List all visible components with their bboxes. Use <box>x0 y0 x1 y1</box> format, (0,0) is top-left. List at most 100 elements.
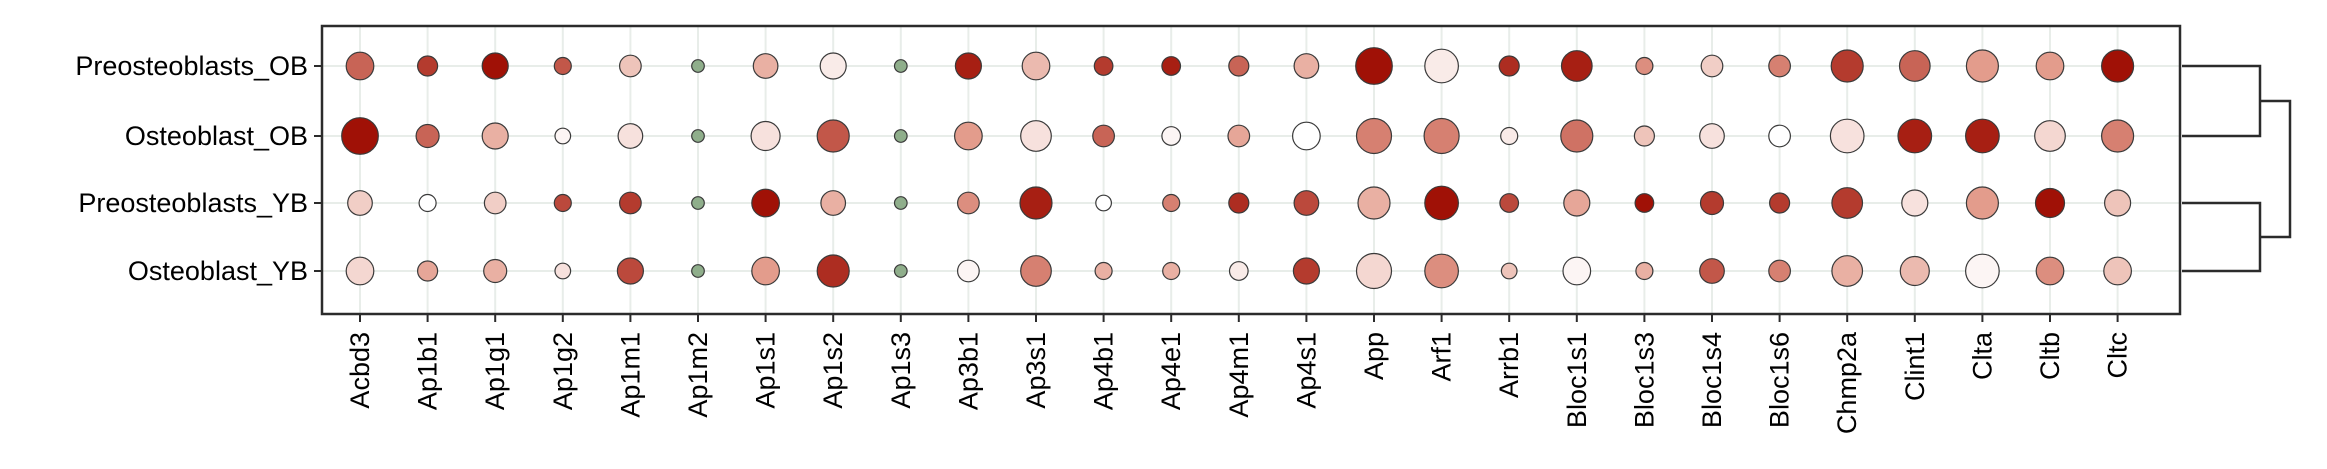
dot-preosteoblasts_ob-bloc1s6 <box>1768 54 1791 78</box>
row-label: Osteoblast_OB <box>125 121 308 151</box>
dot-osteoblast_yb-ap3s1 <box>1020 255 1052 287</box>
dot-osteoblast_yb-ap1m1 <box>616 257 645 285</box>
dot-osteoblast_ob-ap1m2 <box>691 129 705 143</box>
dot-preosteoblasts_ob-arf1 <box>1424 48 1459 84</box>
column-label: Chmp2a <box>1832 331 1862 434</box>
dot-osteoblast_ob-ap1s1 <box>750 120 781 152</box>
column-label: Clint1 <box>1900 332 1930 401</box>
column-label: Bloc1s3 <box>1629 332 1659 428</box>
dot-osteoblast_ob-ap1b1 <box>415 123 440 149</box>
column-label: Arrb1 <box>1494 332 1524 398</box>
dot-preosteoblasts_ob-clta <box>1965 49 2000 83</box>
column-label: Cltb <box>2035 332 2065 380</box>
dot-preosteoblasts_ob-ap1s2 <box>819 52 847 80</box>
column-label: Clta <box>1967 331 1997 380</box>
dot-preosteoblasts_ob-clint1 <box>1898 50 1931 82</box>
column-label: Bloc1s1 <box>1562 332 1592 428</box>
dot-osteoblast_ob-cltb <box>2034 120 2066 152</box>
dendrogram-branch <box>2182 201 2262 273</box>
dot-osteoblast_ob-bloc1s4 <box>1699 123 1725 149</box>
column-label: Cltc <box>2103 332 2133 379</box>
dot-preosteoblasts_yb-ap1s2 <box>820 190 847 216</box>
dot-osteoblast_yb-app <box>1355 252 1393 290</box>
dot-osteoblast_yb-ap1s3 <box>893 264 908 278</box>
column-label: Ap4m1 <box>1224 332 1254 418</box>
dot-preosteoblasts_ob-ap1m2 <box>691 59 705 73</box>
dot-preosteoblasts_ob-ap1g2 <box>553 56 572 76</box>
column-label: Ap1s1 <box>751 332 781 409</box>
dot-osteoblast_yb-arrb1 <box>1500 262 1518 280</box>
dot-preosteoblasts_yb-bloc1s1 <box>1563 189 1591 217</box>
column-label: Ap4b1 <box>1089 332 1119 410</box>
dot-preosteoblasts_yb-bloc1s4 <box>1699 190 1725 216</box>
plot-frame <box>320 24 2182 316</box>
dot-preosteoblasts_ob-ap1s1 <box>752 53 779 79</box>
dot-osteoblast_yb-ap4m1 <box>1228 261 1249 281</box>
column-label: Bloc1s6 <box>1765 332 1795 428</box>
dots-layer <box>341 47 2135 290</box>
row-label: Preosteoblasts_OB <box>75 51 308 81</box>
dot-osteoblast_yb-clta <box>1964 253 2000 289</box>
column-label: Arf1 <box>1427 332 1457 382</box>
dot-osteoblast_yb-ap3b1 <box>957 259 980 283</box>
dot-preosteoblasts_ob-ap4b1 <box>1093 56 1114 76</box>
dot-osteoblast_yb-ap1s2 <box>816 254 850 288</box>
dot-preosteoblasts_yb-ap1g2 <box>553 193 572 213</box>
dot-osteoblast_yb-ap1s1 <box>751 256 780 286</box>
dot-preosteoblasts_yb-ap1s3 <box>893 196 908 210</box>
dot-preosteoblasts_yb-ap1b1 <box>418 193 437 213</box>
dot-osteoblast_ob-ap1s3 <box>893 129 908 143</box>
dot-osteoblast_ob-ap3s1 <box>1020 120 1052 152</box>
dot-preosteoblasts_ob-arrb1 <box>1498 55 1520 77</box>
dot-osteoblast_ob-ap1g2 <box>554 127 572 145</box>
dot-preosteoblasts_ob-cltc <box>2101 49 2135 83</box>
dot-preosteoblasts_yb-arf1 <box>1424 185 1459 221</box>
dot-osteoblast_ob-bloc1s3 <box>1633 125 1656 147</box>
dot-preosteoblasts_ob-ap4s1 <box>1293 53 1320 79</box>
dot-preosteoblasts_yb-ap1m2 <box>691 196 705 210</box>
dot-osteoblast_yb-bloc1s4 <box>1699 258 1725 284</box>
dot-osteoblast_yb-clint1 <box>1899 255 1930 287</box>
dot-preosteoblasts_yb-ap1m1 <box>619 191 642 215</box>
dot-osteoblast_yb-ap1g1 <box>483 258 508 284</box>
column-label: Ap1s3 <box>886 332 916 409</box>
dot-osteoblast_ob-ap1s2 <box>816 119 850 153</box>
dot-preosteoblasts_ob-bloc1s3 <box>1635 56 1654 76</box>
dot-osteoblast_yb-ap1m2 <box>691 264 705 278</box>
dot-osteoblast_ob-ap4b1 <box>1092 124 1115 148</box>
dot-preosteoblasts_ob-bloc1s4 <box>1700 54 1724 78</box>
dot-osteoblast_ob-ap4s1 <box>1291 121 1321 151</box>
column-label: Bloc1s4 <box>1697 332 1727 428</box>
dot-preosteoblasts_yb-ap4e1 <box>1162 193 1181 213</box>
dot-preosteoblasts_yb-ap1g1 <box>483 191 507 215</box>
column-labels: Acbd3 Ap1b1 Ap1g1 Ap1g2 Ap1m1 Ap1m2 Ap1s1 Ap1s2… <box>345 331 2133 434</box>
dot-osteoblast_yb-ap4s1 <box>1292 257 1321 285</box>
dot-osteoblast_ob-ap3b1 <box>954 121 983 151</box>
dot-osteoblast_yb-cltc <box>2103 256 2133 286</box>
column-label: Ap1g1 <box>480 332 510 410</box>
dot-preosteoblasts_ob-ap1b1 <box>417 55 439 77</box>
dot-preosteoblasts_ob-cltb <box>2035 51 2065 81</box>
dot-osteoblast_ob-cltc <box>2101 119 2135 153</box>
column-label: Acbd3 <box>345 332 375 409</box>
dot-osteoblast_yb-ap1g2 <box>554 262 572 280</box>
column-label: Ap1m1 <box>615 332 645 418</box>
dot-osteoblast_ob-chmp2a <box>1829 118 1865 154</box>
dot-osteoblast_yb-arf1 <box>1424 253 1459 289</box>
column-label: Ap4e1 <box>1156 332 1186 410</box>
dot-osteoblast_ob-ap1g1 <box>481 122 509 150</box>
dot-osteoblast_ob-ap4m1 <box>1227 124 1251 148</box>
dot-preosteoblasts_ob-bloc1s1 <box>1560 50 1593 82</box>
dot-osteoblast_yb-ap4e1 <box>1162 261 1181 281</box>
dot-preosteoblasts_yb-ap4s1 <box>1293 190 1320 216</box>
column-label: Ap1g2 <box>548 332 578 410</box>
dot-osteoblast_ob-ap4e1 <box>1161 126 1182 146</box>
dot-osteoblast_ob-clint1 <box>1897 118 1933 154</box>
dot-osteoblast_ob-clta <box>1964 118 2000 154</box>
dot-preosteoblasts_ob-ap3s1 <box>1021 51 1051 81</box>
row-label: Osteoblast_YB <box>128 256 308 286</box>
column-label: Ap1b1 <box>413 332 443 410</box>
dot-preosteoblasts_yb-ap4m1 <box>1228 192 1250 214</box>
dot-osteoblast_ob-arf1 <box>1423 117 1460 155</box>
